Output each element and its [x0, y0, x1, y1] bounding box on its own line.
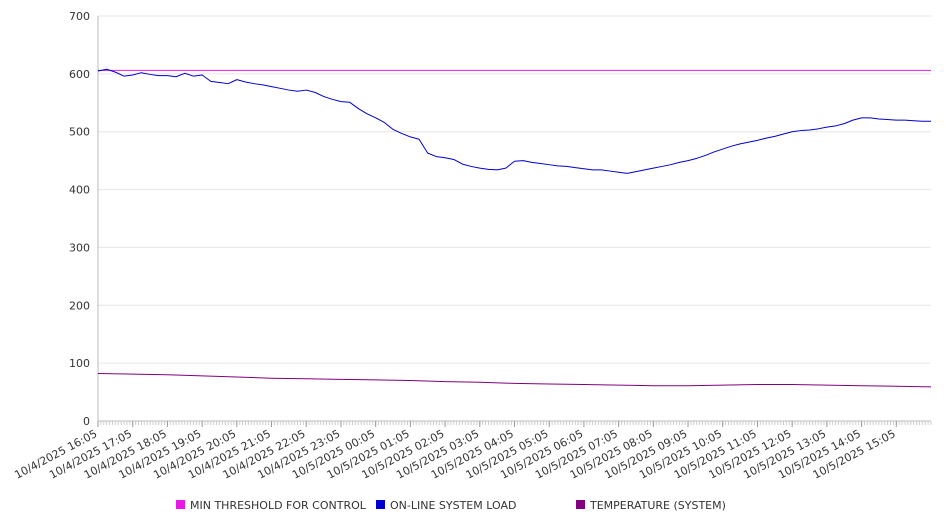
legend: MIN THRESHOLD FOR CONTROL ON-LINE SYSTEM … [176, 499, 726, 512]
legend-swatch [176, 500, 185, 509]
legend-label: ON-LINE SYSTEM LOAD [390, 499, 516, 512]
y-tick-label: 300 [69, 241, 90, 254]
y-tick-label: 500 [69, 126, 90, 139]
y-tick-label: 400 [69, 184, 90, 197]
series-line-temperature-system [97, 373, 932, 388]
y-tick-label: 200 [69, 299, 90, 312]
legend-swatch [576, 500, 585, 509]
gridlines [98, 15, 931, 364]
legend-swatch [376, 500, 385, 509]
y-tick-label: 100 [69, 357, 90, 370]
legend-label: MIN THRESHOLD FOR CONTROL [190, 499, 367, 512]
y-tick-label: 700 [69, 10, 90, 23]
series-lines [97, 68, 932, 388]
legend-label: TEMPERATURE (SYSTEM) [589, 499, 726, 512]
y-tick-label: 600 [69, 68, 90, 81]
series-line-on-line-system-load [97, 68, 931, 174]
y-tick-label: 0 [83, 415, 90, 428]
